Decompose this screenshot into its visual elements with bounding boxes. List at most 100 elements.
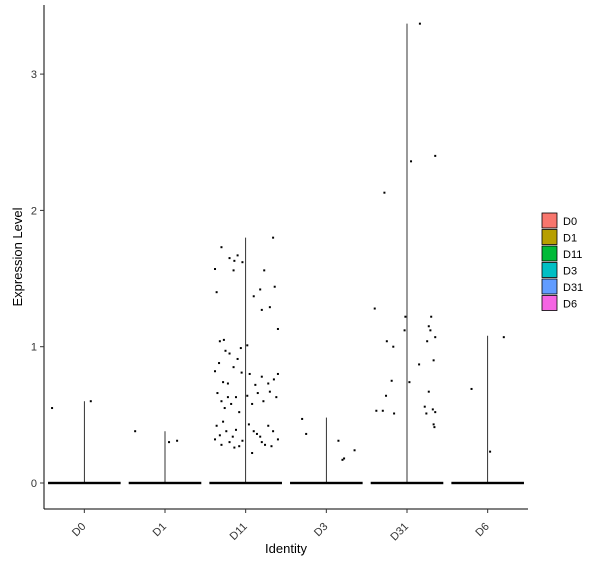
data-point	[273, 285, 276, 288]
data-point	[238, 411, 241, 414]
data-point	[89, 400, 92, 403]
data-point	[234, 396, 237, 399]
data-point	[252, 430, 255, 433]
x-tick-label: D3	[312, 521, 330, 539]
data-point	[423, 405, 426, 408]
data-point	[236, 254, 239, 257]
data-point	[272, 378, 275, 381]
violin-group	[290, 417, 363, 485]
data-point	[246, 344, 249, 347]
x-tick-label: D6	[473, 521, 491, 539]
data-point	[225, 430, 228, 433]
legend-swatch	[541, 295, 558, 311]
legend-swatch	[541, 245, 558, 262]
data-point	[385, 394, 388, 397]
data-point	[260, 308, 263, 311]
data-point	[267, 382, 270, 385]
y-axis-ticks: 0 1 2 3	[31, 69, 44, 490]
data-point	[236, 357, 239, 360]
data-point	[168, 441, 171, 444]
x-tick-label: D0	[70, 521, 88, 539]
data-point	[240, 371, 243, 374]
violin-base	[209, 481, 282, 485]
data-point	[224, 349, 227, 352]
data-point	[410, 160, 413, 163]
data-point	[226, 382, 229, 385]
plot-marks	[48, 22, 524, 485]
data-point	[337, 439, 340, 442]
data-point	[214, 370, 217, 373]
data-point	[214, 268, 217, 271]
legend-label: D1	[563, 233, 577, 245]
data-point	[373, 307, 376, 310]
data-point	[343, 457, 346, 460]
data-point	[390, 379, 393, 382]
data-point	[248, 372, 251, 375]
data-point	[341, 458, 344, 461]
legend-swatch	[541, 262, 558, 278]
data-point	[404, 315, 407, 318]
data-point	[276, 438, 279, 441]
data-point	[427, 390, 430, 393]
violin-base	[128, 481, 202, 485]
violin-base	[451, 481, 524, 485]
data-point	[256, 392, 259, 395]
data-point	[218, 340, 221, 343]
legend-swatch	[541, 212, 558, 229]
data-point	[418, 22, 421, 25]
data-point	[254, 383, 257, 386]
y-tick-label: 2	[31, 205, 37, 217]
data-point	[301, 417, 304, 420]
data-point	[222, 420, 225, 423]
data-point	[434, 411, 437, 414]
data-point	[251, 452, 254, 455]
violin-base	[48, 481, 121, 485]
data-point	[260, 375, 263, 378]
violin-group	[451, 335, 524, 485]
legend-label: D3	[563, 266, 577, 278]
data-point	[270, 445, 273, 448]
data-point	[233, 446, 236, 449]
data-point	[218, 362, 221, 365]
data-point	[239, 347, 242, 350]
violin-base	[290, 481, 363, 485]
data-point	[255, 432, 258, 435]
data-point	[233, 259, 236, 262]
data-point	[418, 363, 421, 366]
violin-group	[48, 400, 121, 485]
data-point	[222, 338, 225, 341]
data-point	[222, 381, 225, 384]
legend-label: D11	[563, 249, 582, 261]
data-point	[272, 430, 275, 433]
x-axis-title: Identity	[265, 541, 307, 556]
data-point	[134, 430, 137, 433]
data-point	[246, 394, 249, 397]
data-point	[218, 434, 221, 437]
x-tick-label: D11	[228, 521, 250, 543]
data-point	[264, 443, 267, 446]
legend: D0 D1 D11 D3 D31 D6	[541, 212, 583, 311]
data-point	[220, 400, 223, 403]
data-point	[433, 426, 436, 429]
data-point	[434, 336, 437, 339]
data-point	[231, 435, 234, 438]
data-point	[426, 340, 429, 343]
data-point	[228, 257, 231, 260]
legend-label: D6	[563, 299, 577, 311]
data-point	[226, 396, 229, 399]
violin-group	[128, 430, 202, 485]
data-point	[353, 449, 356, 452]
data-point	[176, 439, 179, 442]
x-tick-label: D31	[388, 521, 411, 544]
data-point	[425, 412, 428, 415]
legend-label: D31	[563, 282, 583, 294]
data-point	[238, 445, 241, 448]
data-point	[276, 372, 279, 375]
data-point	[230, 402, 233, 405]
data-point	[408, 381, 411, 384]
y-tick-label: 3	[31, 69, 37, 81]
data-point	[241, 261, 244, 264]
data-point	[214, 438, 217, 441]
x-tick-label: D1	[151, 521, 169, 539]
data-point	[489, 450, 492, 453]
